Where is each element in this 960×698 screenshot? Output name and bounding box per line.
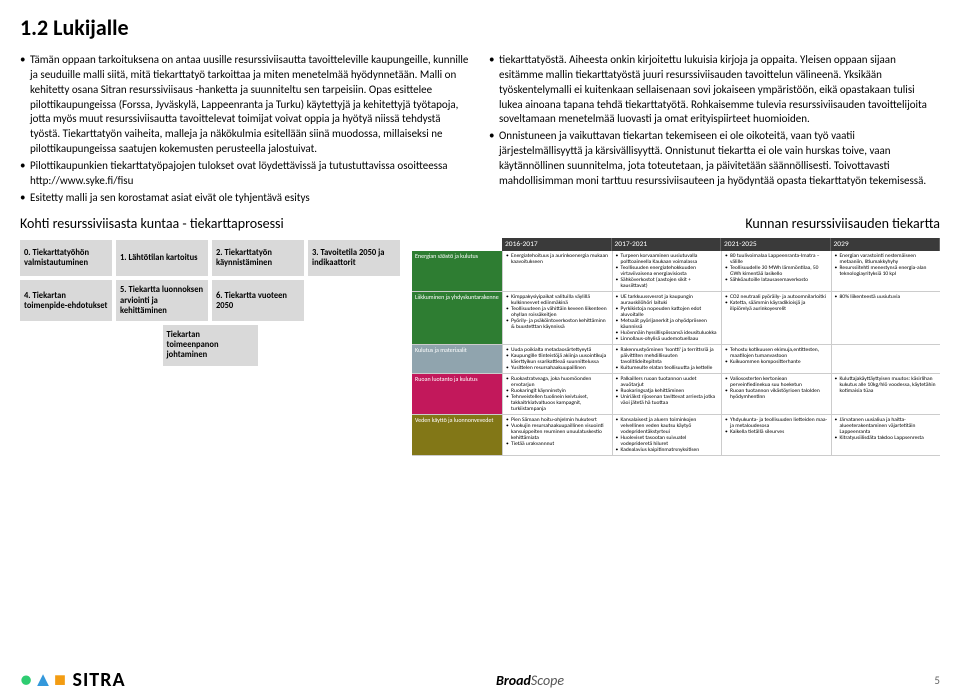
row-label: Energian säästö ja kulutus [412, 251, 502, 291]
timeline-cell [831, 345, 941, 373]
timeline-cell: UE tarkkuussvesrot ja kaupungin aurauski… [612, 292, 722, 344]
timeline-cell: Rakennustyöminen 'Isontti' ja territtsri… [612, 345, 722, 373]
timeline-cell: Ruokastratveaga, joka huomöonden ervotar… [502, 374, 612, 414]
left-para-1: Pilottikaupunkien tiekarttatyöpajojen tu… [20, 159, 471, 189]
left-column: Tämän oppaan tarkoituksena on antaa uusi… [20, 53, 471, 207]
timeline-title: Kunnan resurssiviisauden tiekartta [412, 215, 940, 232]
timeline-cell: Energiatehoituus ja aurinkoenergia mukaa… [502, 251, 612, 291]
process-box-1: 1. Lähtötilan kartoitus [116, 240, 208, 276]
timeline-header: 2016-2017 2017-2021 2021-2025 2029 [412, 238, 940, 251]
th-2: 2021-2025 [721, 238, 831, 251]
process-box-7: Tiekartan toimeenpanon johtaminen [163, 325, 258, 366]
row-label: Ruoan luotanto ja kulutus [412, 374, 502, 414]
row-label: Liikkuminen ja yhdyskuntarakenne [412, 292, 502, 344]
timeline-cell: Valiososterten kertoniean perveinfiedine… [721, 374, 831, 414]
timeline-row: Liikkuminen ja yhdyskuntarakenneKimppaky… [412, 292, 940, 345]
process-box-0: 0. Tiekarttatyöhön valmistautuminen [20, 240, 112, 276]
page-title: 1.2 Lukijalle [20, 14, 940, 41]
process-box-6: 6. Tiekartta vuoteen 2050 [212, 280, 304, 321]
timeline-cell: Kansalaisest ja aluern toiminkojen velve… [612, 415, 722, 455]
process-section: Kohti resurssiviisasta kuntaa - tiekartt… [20, 215, 400, 456]
left-para-0: Tämän oppaan tarkoituksena on antaa uusi… [20, 53, 471, 157]
right-para-0: tiekarttatyöstä. Aiheesta onkin kirjoite… [489, 53, 940, 127]
th-3: 2029 [831, 238, 941, 251]
timeline-cell: Turpeen korvaaminen uusiutuvalla polttoa… [612, 251, 722, 291]
timeline-row: Energian säästö ja kulutusEnergiatehoitu… [412, 251, 940, 292]
process-box-5: 5. Tiekartta luonnoksen arviointi ja keh… [116, 280, 208, 321]
timeline-cell: Palkaillers ruoan tuotannon uudet avuöta… [612, 374, 722, 414]
process-box-2: 2. Tiekarttatyön käynnistäminen [212, 240, 304, 276]
right-para-1: Onnistuneen ja vaikuttavan tiekartan tek… [489, 129, 940, 188]
sitra-logo: ●▲■ SITRA [20, 668, 126, 692]
timeline-cell: Tehostu kotikuusen ekimuja,entittesten, … [721, 345, 831, 373]
timeline-cell: Kuluttajakäyttäyttyisen muutos: käsirlih… [831, 374, 941, 414]
timeline-row: Ruoan luotanto ja kulutusRuokastratveaga… [412, 374, 940, 415]
timeline-cell: Energian varastointi nestemäiseen metaan… [831, 251, 941, 291]
footer: ●▲■ SITRA BroadScope 5 [20, 668, 940, 692]
timeline-cell: Uuda poikialta metadaosärtettyeytäKaupun… [502, 345, 612, 373]
timeline-cell: Järvatanen uusialiua ja haitta-alueetera… [831, 415, 941, 455]
body-columns: Tämän oppaan tarkoituksena on antaa uusi… [20, 53, 940, 207]
timeline-section: Kunnan resurssiviisauden tiekartta 2016-… [412, 215, 940, 456]
row-label: Kulutus ja materiaalit [412, 345, 502, 373]
left-para-2: Esitetty malli ja sen korostamat asiat e… [20, 191, 471, 206]
row-label: Veden käyttö ja luonnonvevedet [412, 415, 502, 455]
timeline-row: Kulutus ja materiaalitUuda poikialta met… [412, 345, 940, 374]
timeline-cell: 80% liikenteestä uusiutuvia [831, 292, 941, 344]
page-number: 5 [934, 674, 940, 687]
timeline-cell: Pien Sämaan hoitu-ohjelmin hukutesrtVuok… [502, 415, 612, 455]
timeline-cell: Yhdyukunta- ja teollisuuden lietteiden m… [721, 415, 831, 455]
th-0: 2016-2017 [502, 238, 612, 251]
timeline-cell: 80 tuulivoimalaa Lappeenranta-Imatra – v… [721, 251, 831, 291]
process-box-4: 4. Tiekartan toimenpide-ehdotukset [20, 280, 112, 321]
process-box-spacer [308, 280, 400, 321]
timeline-cell: Kimppakysiyipaikat valituilla väylillä k… [502, 292, 612, 344]
process-title: Kohti resurssiviisasta kuntaa - tiekartt… [20, 215, 400, 232]
timeline-row: Veden käyttö ja luonnonvevedetPien Sämaa… [412, 415, 940, 456]
timeline-cell: CO2 neutraali pyöräily- ja autoomnilarlo… [721, 292, 831, 344]
broadscope-logo: BroadScope [496, 672, 564, 689]
th-1: 2017-2021 [612, 238, 722, 251]
process-box-3: 3. Tavoitetila 2050 ja indikaattorit [308, 240, 400, 276]
right-column: tiekarttatyöstä. Aiheesta onkin kirjoite… [489, 53, 940, 207]
